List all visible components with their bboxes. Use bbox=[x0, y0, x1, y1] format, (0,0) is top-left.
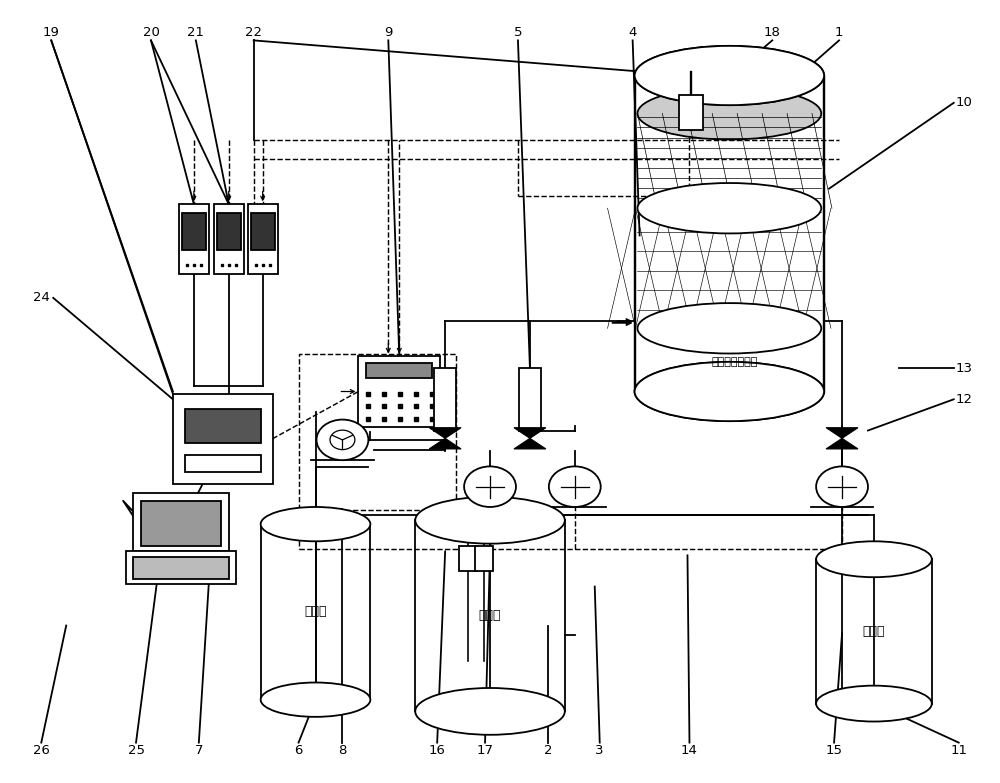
Bar bbox=[358, 356, 440, 427]
Bar bbox=[679, 95, 703, 130]
Bar bbox=[248, 204, 278, 275]
Bar bbox=[133, 493, 229, 551]
Text: 7: 7 bbox=[195, 744, 203, 757]
Text: 5: 5 bbox=[514, 26, 522, 39]
Text: 18: 18 bbox=[764, 26, 781, 39]
Ellipse shape bbox=[635, 362, 824, 421]
Text: 14: 14 bbox=[681, 744, 698, 757]
Polygon shape bbox=[429, 428, 461, 438]
Text: 进水池: 进水池 bbox=[479, 609, 501, 622]
Bar bbox=[173, 394, 273, 484]
Text: 6: 6 bbox=[294, 744, 303, 757]
Text: 3: 3 bbox=[595, 744, 604, 757]
Bar bbox=[366, 363, 432, 378]
Bar bbox=[434, 368, 456, 431]
Text: 8: 8 bbox=[338, 744, 347, 757]
Ellipse shape bbox=[415, 497, 565, 543]
Circle shape bbox=[816, 467, 868, 507]
Text: 12: 12 bbox=[955, 393, 972, 406]
Bar bbox=[133, 557, 229, 579]
Text: 1: 1 bbox=[835, 26, 843, 39]
Text: 4: 4 bbox=[628, 26, 637, 39]
Circle shape bbox=[549, 467, 601, 507]
Bar bbox=[214, 204, 244, 275]
Text: 22: 22 bbox=[245, 26, 262, 39]
Polygon shape bbox=[826, 438, 858, 449]
Bar bbox=[251, 214, 275, 250]
Text: 碳源筱: 碳源筱 bbox=[304, 605, 327, 619]
Bar bbox=[179, 204, 209, 275]
Bar bbox=[217, 214, 241, 250]
Text: 反稀化生物滤池: 反稀化生物滤池 bbox=[711, 357, 758, 367]
Polygon shape bbox=[429, 438, 461, 449]
Text: 13: 13 bbox=[955, 362, 972, 374]
Bar bbox=[185, 409, 261, 443]
Circle shape bbox=[464, 467, 516, 507]
Text: 2: 2 bbox=[544, 744, 552, 757]
Ellipse shape bbox=[816, 541, 932, 577]
Bar bbox=[459, 546, 477, 571]
Bar bbox=[475, 546, 493, 571]
Bar bbox=[182, 214, 206, 250]
Ellipse shape bbox=[637, 183, 821, 233]
Text: 19: 19 bbox=[43, 26, 60, 39]
Polygon shape bbox=[514, 438, 546, 449]
Bar bbox=[141, 501, 221, 546]
Ellipse shape bbox=[261, 683, 370, 717]
Polygon shape bbox=[826, 428, 858, 438]
Text: 11: 11 bbox=[950, 744, 967, 757]
Text: 9: 9 bbox=[384, 26, 392, 39]
Text: 20: 20 bbox=[143, 26, 159, 39]
Text: 21: 21 bbox=[187, 26, 204, 39]
Circle shape bbox=[317, 420, 368, 460]
Ellipse shape bbox=[635, 46, 824, 105]
Ellipse shape bbox=[635, 46, 824, 105]
Ellipse shape bbox=[816, 686, 932, 721]
Text: 清水池: 清水池 bbox=[863, 625, 885, 638]
Text: 10: 10 bbox=[955, 96, 972, 110]
Text: 17: 17 bbox=[477, 744, 494, 757]
Bar bbox=[126, 551, 236, 584]
Text: 26: 26 bbox=[33, 744, 50, 757]
Text: 15: 15 bbox=[826, 744, 843, 757]
Polygon shape bbox=[514, 428, 546, 438]
Bar bbox=[519, 368, 541, 431]
Text: 24: 24 bbox=[33, 291, 50, 305]
Ellipse shape bbox=[635, 362, 824, 421]
Ellipse shape bbox=[261, 507, 370, 541]
Ellipse shape bbox=[637, 303, 821, 353]
Bar bbox=[185, 455, 261, 472]
Text: 16: 16 bbox=[429, 744, 446, 757]
Text: 25: 25 bbox=[128, 744, 145, 757]
Ellipse shape bbox=[637, 88, 821, 139]
Ellipse shape bbox=[415, 688, 565, 734]
